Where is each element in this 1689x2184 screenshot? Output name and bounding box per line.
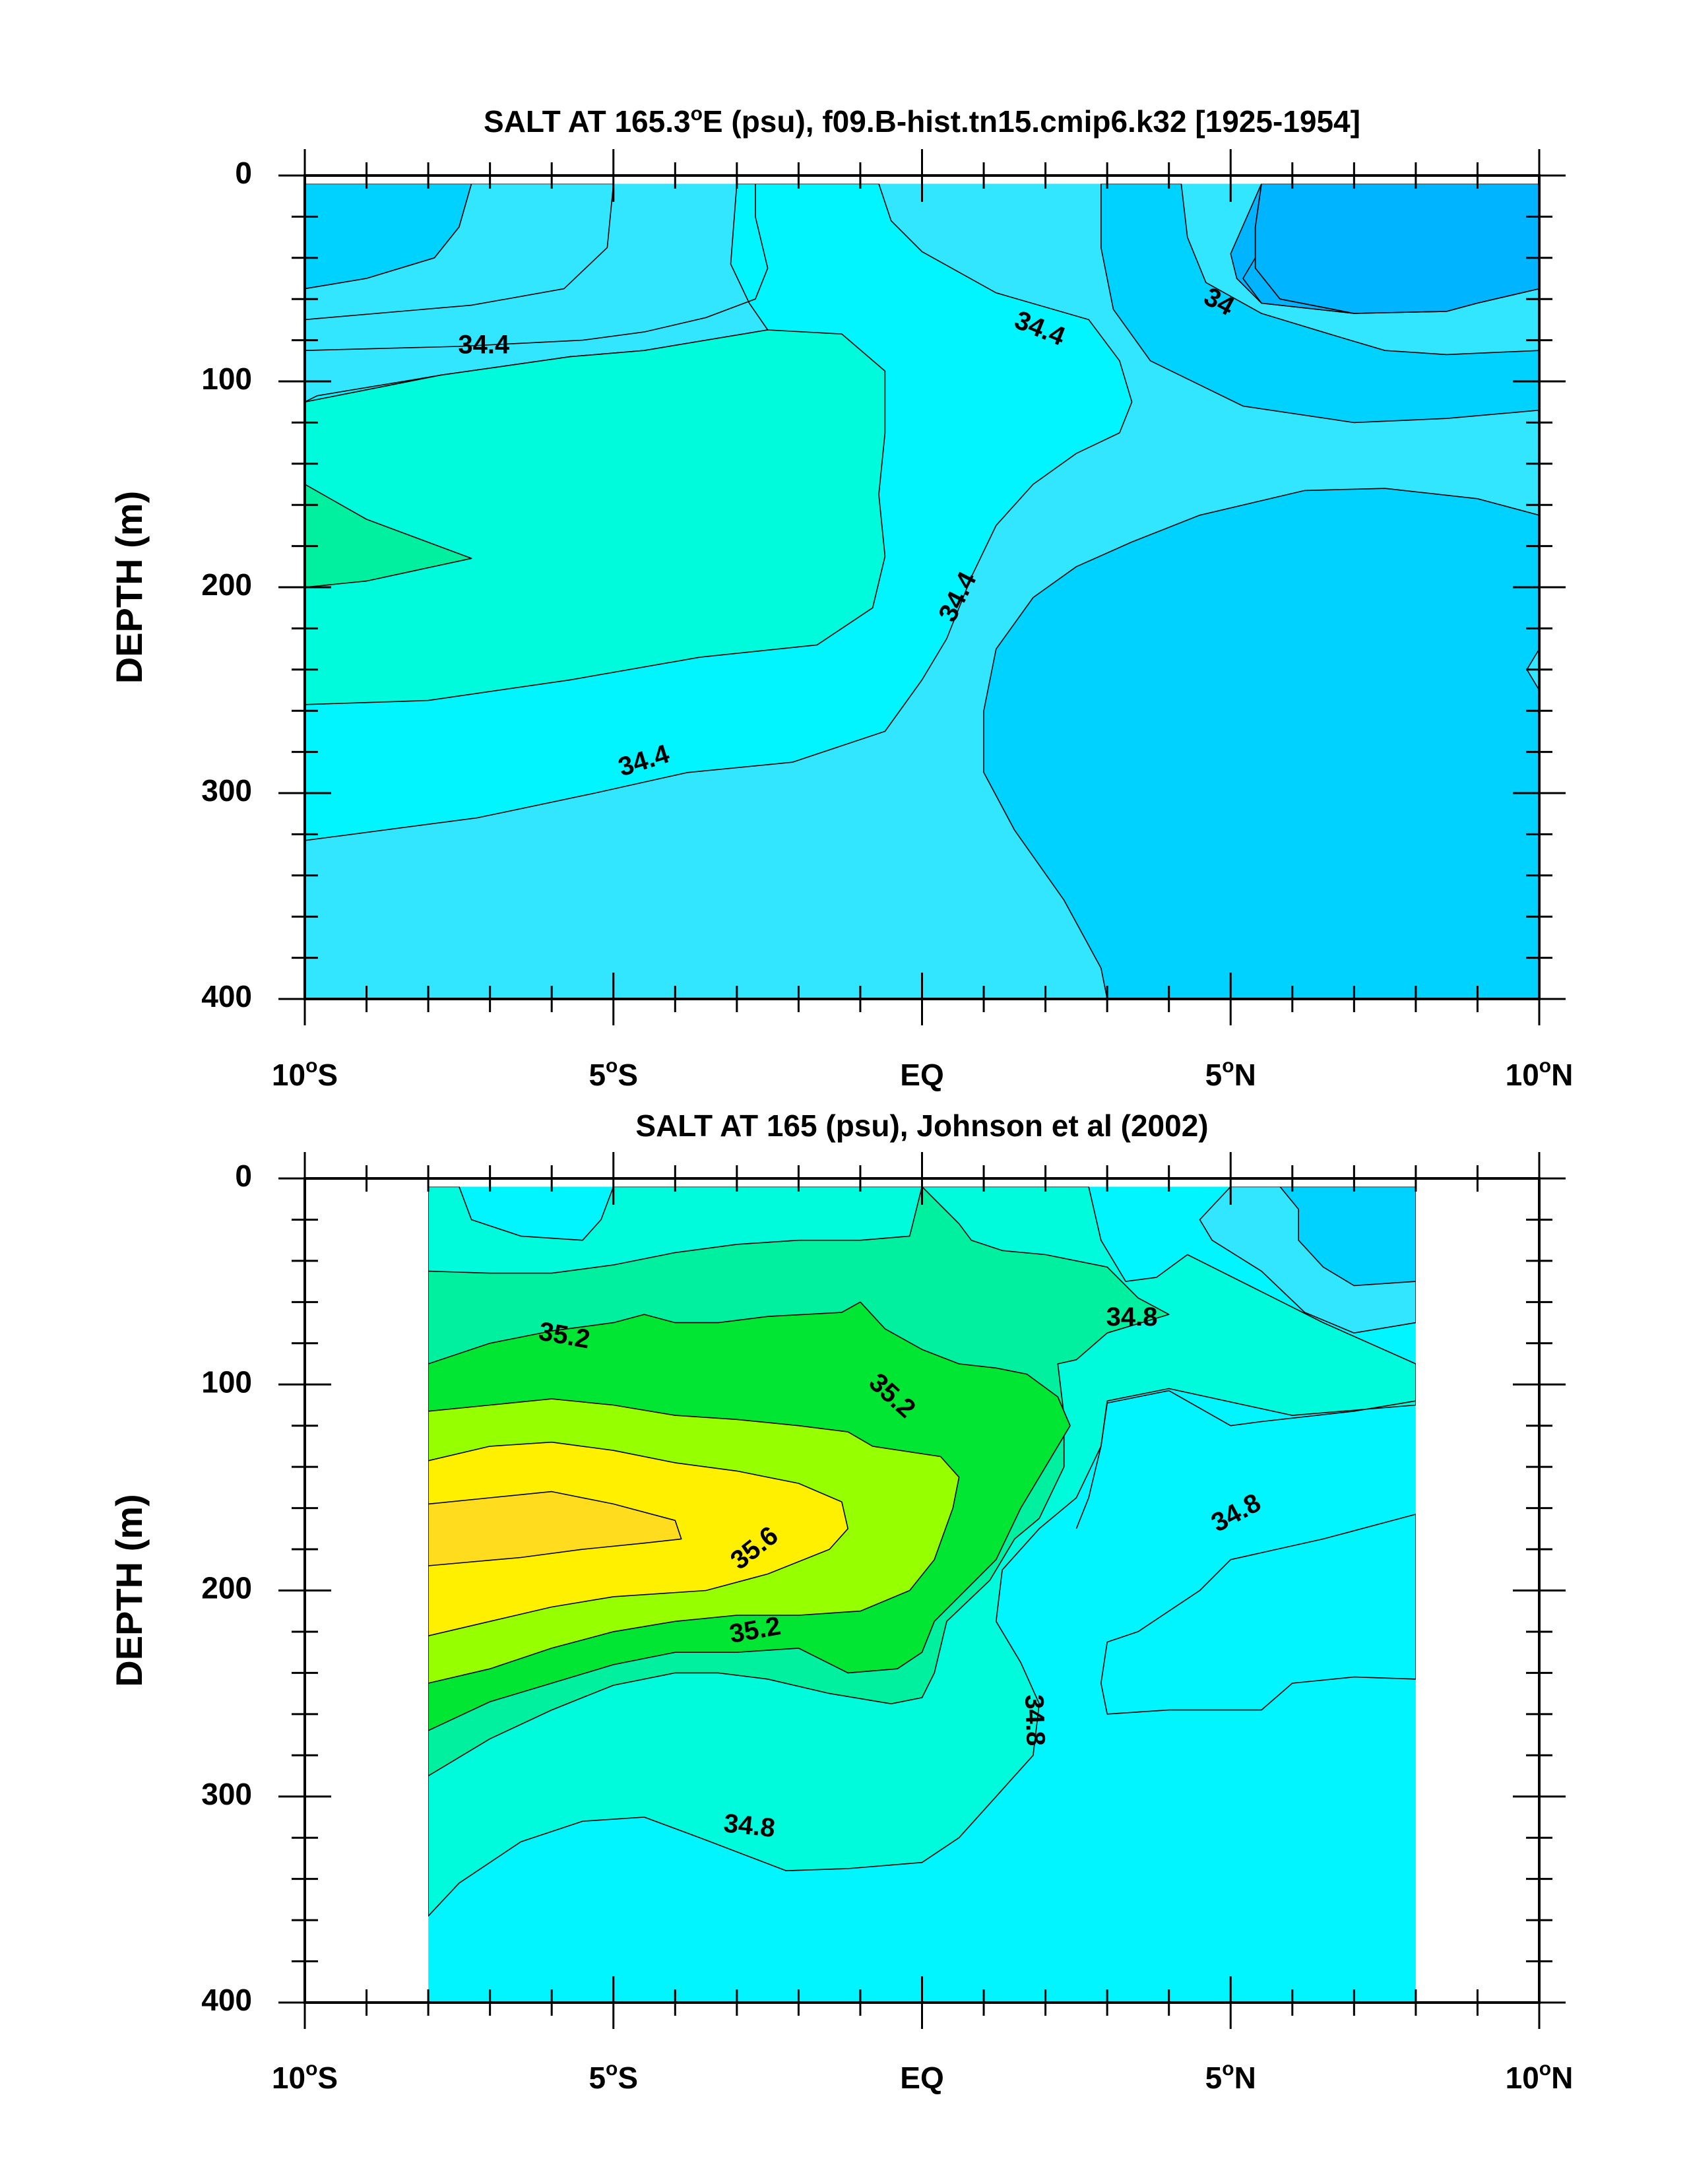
- x-tick-degree: o: [1539, 2058, 1551, 2080]
- contour-region-core-35.8: [428, 1491, 682, 1566]
- chart-title: SALT AT 165.3oE (psu), f09.B-hist.tn15.c…: [484, 103, 1360, 139]
- x-tick-degree: o: [1222, 1055, 1234, 1077]
- x-tick-label: 5oS: [589, 2058, 638, 2095]
- x-tick-number: 10: [1506, 2061, 1539, 2095]
- x-tick-degree: o: [305, 2058, 317, 2080]
- x-tick-hemisphere: S: [317, 2061, 338, 2095]
- panel-observed-salinity: 35.235.234.834.835.635.234.834.801002003…: [108, 1108, 1574, 2095]
- x-tick-number: 10: [272, 1058, 305, 1092]
- x-tick-hemisphere: S: [317, 1058, 338, 1092]
- contour-region-north-deep-34.6: [1100, 1514, 1416, 1715]
- x-tick-number: 10: [1506, 1058, 1539, 1092]
- contour-label: 34.8: [1019, 1694, 1050, 1746]
- chart-title-degree: o: [691, 103, 703, 125]
- contour-label-group: 34.4: [458, 331, 510, 360]
- x-tick-degree: o: [606, 1055, 618, 1077]
- x-tick-label: EQ: [900, 1058, 943, 1092]
- x-tick-degree: o: [305, 1055, 317, 1077]
- contour-field: [305, 183, 1539, 1000]
- contour-label-group: 34.8: [1019, 1694, 1050, 1746]
- line-north-34.6-upper: [1075, 1390, 1416, 1529]
- y-tick-label: 400: [201, 1983, 252, 2017]
- x-tick-label: 10oN: [1506, 2058, 1574, 2095]
- x-tick-label: EQ: [900, 2061, 943, 2095]
- x-tick-number: 5: [589, 2061, 606, 2095]
- contour-label: 34.4: [458, 331, 510, 360]
- x-tick-hemisphere: S: [618, 1058, 638, 1092]
- x-tick-degree: o: [606, 2058, 618, 2080]
- y-tick-label: 200: [201, 567, 252, 602]
- chart-title-part: SALT AT 165.3: [484, 104, 691, 139]
- contour-label-group: 34.8: [1106, 1302, 1158, 1332]
- contour-label: 34.8: [722, 1809, 777, 1843]
- x-tick-hemisphere: N: [1234, 1058, 1256, 1092]
- contour-region-north-surface-34.2: [1100, 183, 1539, 424]
- x-tick-label: 10oN: [1506, 1055, 1574, 1092]
- contour-region-south-surface-34.2: [305, 183, 614, 321]
- x-tick-number: 5: [1205, 1058, 1223, 1092]
- line-34.0-north-inner: [1254, 183, 1539, 314]
- y-tick-label: 200: [201, 1571, 252, 1605]
- x-tick-degree: o: [1222, 2058, 1234, 2080]
- y-axis-label: DEPTH (m): [108, 491, 150, 684]
- contour-region-north-deep-34.2: [983, 488, 1539, 1000]
- x-tick-degree: o: [1539, 1055, 1551, 1077]
- y-tick-label: 100: [201, 1365, 252, 1399]
- x-tick-label: 10oS: [272, 1055, 338, 1092]
- contour-region-north-surface-34.2: [1279, 1186, 1416, 1287]
- contour-region-south-tongue-35.0: [305, 484, 472, 588]
- line-34.4-upper-south-tail: [305, 183, 769, 351]
- y-tick-label: 100: [201, 362, 252, 396]
- y-tick-label: 400: [201, 979, 252, 1013]
- contour-label-group: 34.8: [722, 1809, 777, 1843]
- x-tick-hemisphere: N: [1551, 1058, 1573, 1092]
- contour-region-north-surface-34.0-inner: [1254, 183, 1539, 314]
- x-tick-number: EQ: [900, 2061, 943, 2095]
- x-tick-hemisphere: N: [1551, 2061, 1573, 2095]
- chart-title-part: SALT AT 165 (psu), Johnson et al (2002): [635, 1108, 1208, 1143]
- x-tick-label: 5oN: [1205, 2058, 1256, 2095]
- x-tick-hemisphere: N: [1234, 2061, 1256, 2095]
- x-tick-number: 5: [1205, 2061, 1223, 2095]
- chart-title-part: E (psu), f09.B-hist.tn15.cmip6.k32 [1925…: [703, 104, 1360, 139]
- y-tick-label: 0: [235, 156, 252, 190]
- x-tick-number: 5: [589, 1058, 606, 1092]
- x-tick-number: EQ: [900, 1058, 943, 1092]
- contour-label: 34.8: [1106, 1302, 1158, 1332]
- contour-field: [428, 1186, 1416, 2003]
- x-tick-label: 5oN: [1205, 1055, 1256, 1092]
- y-tick-label: 300: [201, 773, 252, 808]
- y-tick-label: 0: [235, 1159, 252, 1193]
- x-tick-number: 10: [272, 2061, 305, 2095]
- y-tick-label: 300: [201, 1777, 252, 1811]
- contour-region-south-fan-34.8: [305, 329, 886, 705]
- y-axis-label: DEPTH (m): [108, 1494, 150, 1686]
- x-tick-label: 10oS: [272, 2058, 338, 2095]
- x-tick-label: 5oS: [589, 1055, 638, 1092]
- chart-title: SALT AT 165 (psu), Johnson et al (2002): [635, 1108, 1208, 1143]
- x-tick-hemisphere: S: [618, 2061, 638, 2095]
